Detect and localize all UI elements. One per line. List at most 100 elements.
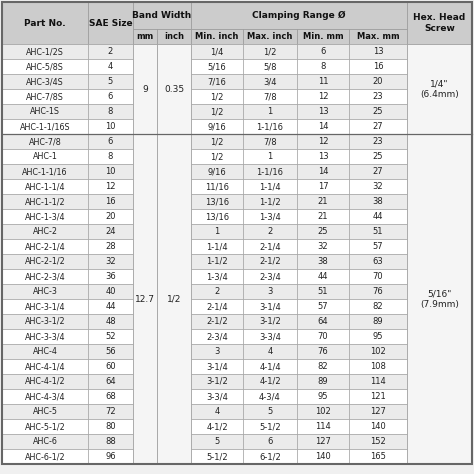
Bar bbox=[243, 149, 297, 164]
Bar bbox=[2, 119, 88, 134]
Text: AHC-6-1/2: AHC-6-1/2 bbox=[25, 452, 65, 461]
Text: 5/16"
(7.9mm): 5/16" (7.9mm) bbox=[420, 289, 459, 309]
Bar bbox=[243, 59, 297, 74]
Bar bbox=[349, 449, 407, 464]
Text: 13/16: 13/16 bbox=[205, 197, 229, 206]
Text: AHC-3-3/4: AHC-3-3/4 bbox=[25, 332, 65, 341]
Bar bbox=[88, 44, 133, 59]
Text: 1/2: 1/2 bbox=[210, 152, 224, 161]
Bar bbox=[297, 419, 349, 434]
Text: 14: 14 bbox=[318, 122, 328, 131]
Text: AHC-2-1/4: AHC-2-1/4 bbox=[25, 242, 65, 251]
Bar bbox=[88, 284, 133, 299]
Text: 52: 52 bbox=[105, 332, 116, 341]
Text: 108: 108 bbox=[370, 362, 386, 371]
Text: 2: 2 bbox=[214, 287, 219, 296]
Text: 4-3/4: 4-3/4 bbox=[259, 392, 281, 401]
Bar bbox=[407, 2, 472, 44]
Text: 36: 36 bbox=[105, 272, 116, 281]
Text: 3-1/4: 3-1/4 bbox=[259, 302, 281, 311]
Bar bbox=[88, 449, 133, 464]
Bar bbox=[349, 359, 407, 374]
Bar bbox=[349, 149, 407, 164]
Bar bbox=[88, 269, 133, 284]
Bar bbox=[349, 74, 407, 89]
Text: 0.35: 0.35 bbox=[164, 84, 184, 93]
Text: 1: 1 bbox=[267, 107, 273, 116]
Bar bbox=[88, 314, 133, 329]
Bar bbox=[133, 29, 157, 44]
Bar bbox=[297, 449, 349, 464]
Bar bbox=[88, 194, 133, 209]
Text: 25: 25 bbox=[318, 227, 328, 236]
Text: 21: 21 bbox=[318, 212, 328, 221]
Bar bbox=[191, 179, 243, 194]
Text: 28: 28 bbox=[105, 242, 116, 251]
Bar bbox=[2, 194, 88, 209]
Bar bbox=[157, 44, 191, 134]
Bar bbox=[349, 134, 407, 149]
Bar bbox=[349, 194, 407, 209]
Bar bbox=[297, 254, 349, 269]
Bar bbox=[88, 224, 133, 239]
Text: 165: 165 bbox=[370, 452, 386, 461]
Bar bbox=[349, 344, 407, 359]
Bar bbox=[88, 404, 133, 419]
Bar bbox=[243, 134, 297, 149]
Bar bbox=[88, 434, 133, 449]
Bar bbox=[2, 404, 88, 419]
Bar bbox=[243, 224, 297, 239]
Bar bbox=[191, 344, 243, 359]
Bar bbox=[297, 239, 349, 254]
Text: 4-1/4: 4-1/4 bbox=[259, 362, 281, 371]
Bar bbox=[243, 89, 297, 104]
Bar bbox=[243, 239, 297, 254]
Bar bbox=[2, 224, 88, 239]
Text: 2-3/4: 2-3/4 bbox=[259, 272, 281, 281]
Text: 38: 38 bbox=[373, 197, 383, 206]
Bar bbox=[191, 74, 243, 89]
Bar bbox=[88, 254, 133, 269]
Text: 5-1/2: 5-1/2 bbox=[206, 452, 228, 461]
Bar bbox=[243, 359, 297, 374]
Text: 6: 6 bbox=[320, 47, 326, 56]
Text: Min. mm: Min. mm bbox=[303, 32, 343, 41]
Bar bbox=[191, 224, 243, 239]
Bar bbox=[243, 284, 297, 299]
Text: 76: 76 bbox=[318, 347, 328, 356]
Text: 20: 20 bbox=[373, 77, 383, 86]
Bar bbox=[297, 269, 349, 284]
Text: 68: 68 bbox=[105, 392, 116, 401]
Bar bbox=[88, 344, 133, 359]
Text: 32: 32 bbox=[318, 242, 328, 251]
Text: 80: 80 bbox=[105, 422, 116, 431]
Bar bbox=[191, 44, 243, 59]
Text: 5: 5 bbox=[108, 77, 113, 86]
Text: 64: 64 bbox=[105, 377, 116, 386]
Bar bbox=[88, 149, 133, 164]
Bar bbox=[191, 299, 243, 314]
Bar bbox=[243, 329, 297, 344]
Bar bbox=[349, 209, 407, 224]
Bar bbox=[349, 299, 407, 314]
Bar bbox=[243, 374, 297, 389]
Text: 44: 44 bbox=[318, 272, 328, 281]
Bar bbox=[243, 404, 297, 419]
Text: AHC-7/8S: AHC-7/8S bbox=[26, 92, 64, 101]
Text: AHC-1: AHC-1 bbox=[33, 152, 57, 161]
Bar bbox=[297, 164, 349, 179]
Text: 7/8: 7/8 bbox=[263, 137, 277, 146]
Text: AHC-4-3/4: AHC-4-3/4 bbox=[25, 392, 65, 401]
Bar bbox=[191, 59, 243, 74]
Bar bbox=[2, 44, 88, 59]
Text: 1-1/16: 1-1/16 bbox=[256, 167, 283, 176]
Bar bbox=[2, 359, 88, 374]
Text: mm: mm bbox=[137, 32, 154, 41]
Text: 21: 21 bbox=[318, 197, 328, 206]
Text: 40: 40 bbox=[105, 287, 116, 296]
Text: 32: 32 bbox=[373, 182, 383, 191]
Text: Clamping Range Ø: Clamping Range Ø bbox=[252, 11, 346, 20]
Bar bbox=[297, 344, 349, 359]
Bar bbox=[243, 74, 297, 89]
Text: 23: 23 bbox=[373, 92, 383, 101]
